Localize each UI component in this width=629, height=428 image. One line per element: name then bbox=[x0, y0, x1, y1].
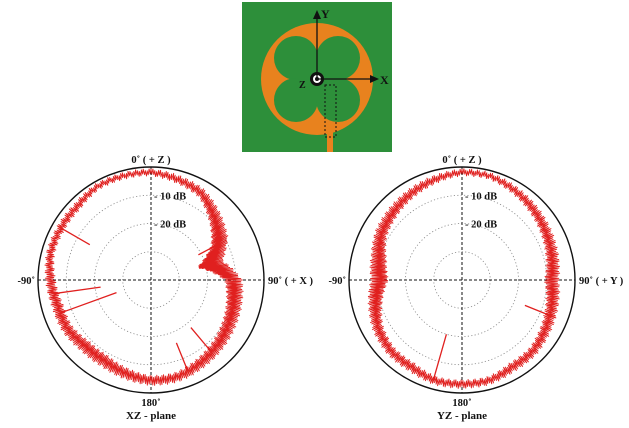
yz-pattern-null-0 bbox=[524, 304, 556, 319]
feed-outline-dashed bbox=[324, 84, 337, 138]
yz-plane-caption: YZ - plane bbox=[437, 410, 487, 422]
y-arrowhead bbox=[313, 10, 321, 19]
xz-pattern-null-2 bbox=[175, 342, 191, 376]
x-axis-label: X bbox=[380, 73, 389, 87]
yz-label-bottom: 180˚ bbox=[452, 398, 471, 409]
yz-label-left: -90˚ bbox=[329, 276, 347, 287]
polar-chart-yz: - 10 dB - 20 dB 0˚ ( + Z ) 90˚ ( + Y ) -90˚ 1… bbox=[329, 155, 624, 422]
xz-pattern-trace bbox=[44, 168, 244, 386]
feed-line bbox=[327, 126, 333, 152]
xz-outer-ring bbox=[37, 166, 265, 394]
polar-chart-xz: - 10 dB - 20 dB 0˚ ( + Z ) 90˚ ( + X ) -90˚ 1… bbox=[18, 155, 314, 422]
xz-ring-label-2: - 20 dB bbox=[154, 220, 186, 231]
xz-plane-caption: XZ - plane bbox=[126, 410, 176, 422]
z-axis-label: Z bbox=[299, 80, 306, 91]
xz-pattern-null-1 bbox=[190, 327, 216, 357]
antenna-diagram: Y X Z bbox=[242, 2, 392, 152]
xz-ring-label-1: - 10 dB bbox=[154, 191, 186, 202]
yz-label-top: 0˚ ( + Z ) bbox=[442, 155, 482, 166]
y-axis-label: Y bbox=[321, 7, 330, 21]
yz-ring-label-1: - 10 dB bbox=[465, 191, 497, 202]
xz-label-top: 0˚ ( + Z ) bbox=[131, 155, 171, 166]
xz-pattern-null-5 bbox=[57, 225, 91, 246]
xz-label-right: 90˚ ( + X ) bbox=[268, 276, 314, 287]
xz-pattern-null-4 bbox=[48, 286, 101, 295]
yz-pattern-trace bbox=[367, 168, 561, 389]
yz-outer-ring bbox=[348, 166, 576, 394]
xz-label-bottom: 180˚ bbox=[141, 398, 160, 409]
xz-pattern-null-3 bbox=[55, 291, 117, 316]
x-arrowhead bbox=[370, 75, 379, 83]
yz-pattern-null-1 bbox=[431, 334, 448, 384]
xz-pattern-null-0 bbox=[198, 239, 228, 256]
yz-label-right: 90˚ ( + Y ) bbox=[579, 276, 624, 287]
xz-label-left: -90˚ bbox=[18, 276, 36, 287]
yz-ring-label-2: - 20 dB bbox=[465, 220, 497, 231]
